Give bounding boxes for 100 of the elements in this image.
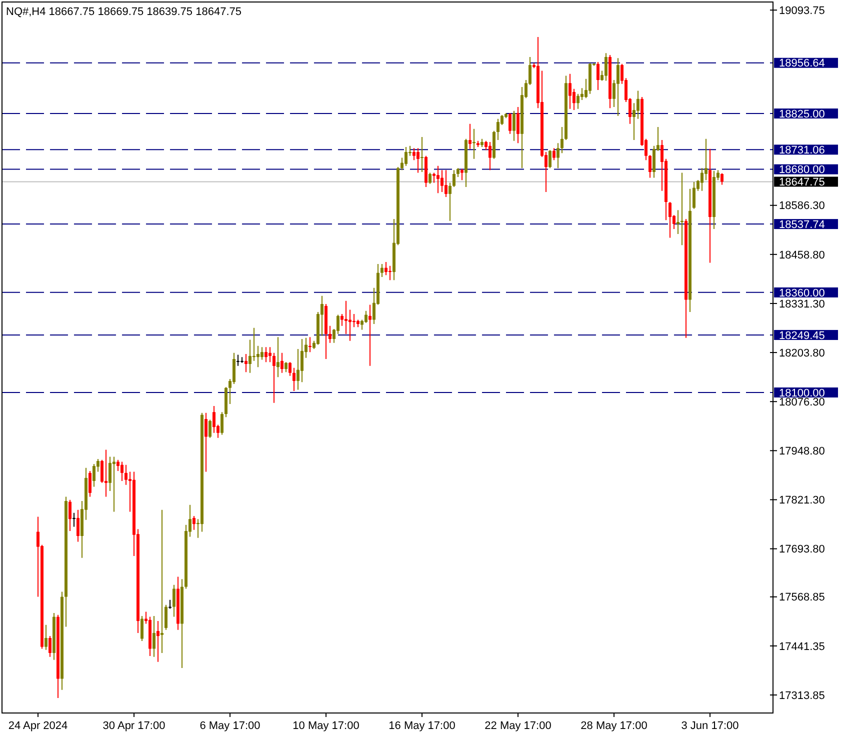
y-tick-label: 17441.35	[779, 640, 825, 653]
candlestick	[248, 339, 252, 374]
candlestick	[444, 170, 448, 198]
y-tick-label: 18331.30	[779, 298, 825, 310]
candlestick	[556, 142, 560, 169]
candlestick	[236, 354, 240, 366]
candlestick	[512, 110, 516, 142]
candlestick	[272, 352, 276, 404]
candlestick	[380, 263, 384, 278]
candlestick	[508, 112, 512, 134]
y-tick-label: 17313.85	[779, 690, 825, 702]
candlestick	[220, 412, 224, 436]
candlestick	[360, 319, 364, 330]
y-tick-label: 18203.80	[779, 347, 825, 360]
candlestick	[124, 464, 128, 486]
candlestick	[268, 346, 272, 363]
ref-line-label: 18731.06	[779, 144, 825, 157]
candlestick	[412, 148, 416, 161]
candlestick	[116, 459, 120, 472]
y-tick-label: 17568.85	[779, 592, 825, 604]
candlestick	[596, 61, 600, 91]
candlestick	[560, 126, 564, 154]
candlestick	[368, 304, 372, 366]
candlestick	[160, 509, 164, 654]
candlestick	[296, 348, 300, 390]
candlestick	[460, 168, 464, 181]
x-tick-label: 6 May 17:00	[200, 720, 260, 732]
candlestick	[700, 168, 704, 192]
candlestick	[704, 138, 708, 181]
candlestick	[68, 499, 72, 532]
ref-line-label: 18825.00	[779, 108, 825, 120]
candlestick	[292, 367, 296, 392]
candlestick	[416, 148, 420, 174]
x-tick-label: 28 May 17:00	[580, 720, 648, 732]
y-tick-label: 17693.80	[779, 544, 825, 556]
candlestick	[192, 515, 196, 530]
y-tick-label: 17821.30	[779, 494, 825, 507]
candlestick	[720, 172, 724, 186]
candlestick	[468, 123, 472, 150]
x-tick-label: 30 Apr 17:00	[102, 720, 166, 732]
candlestick	[112, 456, 116, 512]
candlestick	[264, 346, 268, 363]
candlestick	[552, 148, 556, 161]
candlestick	[604, 52, 608, 82]
candlestick	[488, 141, 492, 171]
candlestick	[420, 136, 424, 172]
candlestick	[140, 616, 144, 642]
x-tick-label: 24 Apr 2024	[8, 720, 68, 732]
x-tick-label: 3 Jun 17:00	[681, 720, 739, 732]
candlestick	[436, 165, 440, 194]
candlestick	[276, 336, 280, 378]
candlestick	[172, 584, 176, 618]
candlestick	[328, 325, 332, 344]
candlestick	[652, 145, 656, 178]
y-tick-label: 18076.30	[779, 396, 825, 408]
candlestick	[100, 459, 104, 484]
candlestick	[632, 102, 636, 141]
candlestick	[104, 449, 108, 498]
y-tick-label: 18586.30	[779, 200, 825, 212]
candlestick	[576, 93, 580, 110]
candlestick	[676, 210, 680, 234]
candlestick	[344, 300, 348, 334]
candlestick	[164, 604, 168, 630]
candlestick	[448, 182, 452, 222]
x-tick-label: 22 May 17:00	[484, 720, 552, 732]
candlestick	[152, 616, 156, 658]
ref-line-label: 18956.64	[779, 58, 825, 70]
candlestick	[44, 624, 48, 650]
ref-line-label: 18647.75	[779, 176, 825, 189]
candlestick	[404, 146, 408, 166]
candlestick	[580, 88, 584, 101]
candlestick	[48, 636, 52, 658]
ref-line-label: 18360.00	[779, 287, 825, 300]
y-tick-label: 18458.80	[779, 249, 825, 262]
candlestick	[88, 470, 92, 498]
candlestick	[284, 362, 288, 373]
y-tick-label: 19093.75	[779, 4, 825, 17]
candlestick	[232, 352, 236, 385]
candlestick	[72, 512, 76, 528]
candlestick	[120, 461, 124, 482]
candlestick	[204, 412, 208, 472]
candlestick	[108, 456, 112, 492]
candlestick	[616, 58, 620, 116]
candlestick	[288, 362, 292, 376]
candlestick	[668, 202, 672, 238]
candlestick	[256, 345, 260, 368]
candlestick	[76, 509, 80, 542]
candlestick	[300, 338, 304, 383]
candlestick	[280, 352, 284, 374]
text: NQ#,H4 18667.75 18669.75 18639.75 18647.75	[6, 6, 242, 18]
candlestick	[92, 464, 96, 488]
ref-line-label: 18537.74	[779, 218, 825, 231]
candlestick	[636, 90, 640, 120]
ref-line-label: 18249.45	[779, 330, 825, 342]
candlestick	[364, 310, 368, 324]
candlestick	[156, 620, 160, 662]
x-tick-label: 10 May 17:00	[292, 720, 360, 732]
candlestick	[208, 419, 212, 438]
candlestick	[548, 150, 552, 169]
candlestick	[692, 182, 696, 210]
